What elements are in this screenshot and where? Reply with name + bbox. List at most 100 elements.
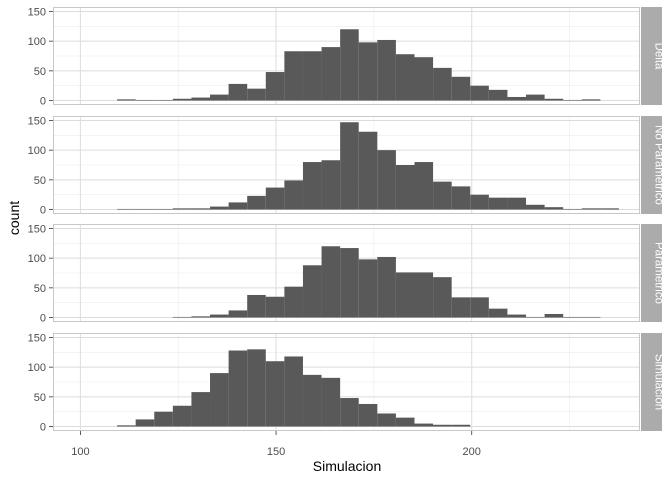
histogram-bar [414,423,434,427]
histogram-bar [172,405,192,427]
axis-layer: 100 150 200 [71,431,481,458]
facet-panel-delta: 0 50 100 150 Delta [28,6,665,107]
histogram-bar [526,94,545,101]
facet-panel-parametrico: 0 50 100 150 Parametrico [28,223,665,324]
histogram-bar [488,308,508,318]
panel-border [53,333,640,431]
histogram-bar [581,316,601,318]
histogram-bar [377,150,396,210]
histogram-bar [302,374,322,427]
x-tick-label: 150 [267,446,285,458]
facet-strip-label: Simulacion [653,354,665,410]
y-tick-label: 0 [40,205,46,217]
histogram-bar [581,99,601,101]
histogram-bar [395,54,415,101]
histogram-bar [433,277,452,318]
facet-strip-label: No Parametrico [653,125,665,205]
histogram-bar [154,99,173,101]
histogram-bar [117,99,136,101]
histogram-bar [470,194,489,210]
histogram-bar [563,99,582,101]
histogram-bar [247,294,266,318]
histogram-bar [433,424,452,427]
histogram-bar [358,131,378,210]
y-tick-label: 150 [28,6,46,18]
y-tick-label: 100 [28,145,46,157]
histogram-bar [507,96,527,101]
facet-strip-label: Delta [653,43,665,70]
histogram-bar [191,316,211,318]
histogram-bar [154,208,173,210]
histogram-bar [470,297,489,318]
y-tick-label: 0 [40,422,46,434]
facet-strip [641,333,662,431]
histogram-bar [284,356,303,427]
y-tick-label: 50 [34,392,46,404]
histogram-bar [172,316,192,318]
y-tick-label: 150 [28,223,46,235]
y-axis-title: count [6,201,22,235]
y-tick-label: 150 [28,115,46,127]
histogram-bar [544,98,564,101]
histogram-bar [172,98,192,101]
y-tick-label: 100 [28,253,46,265]
histogram-bar [321,377,341,427]
y-tick-label: 50 [34,283,46,295]
histogram-bar [358,403,378,427]
histogram-bar [302,162,322,210]
x-axis-title: Simulacion [313,458,381,474]
histogram-bar [228,202,248,210]
histogram-bar [228,350,248,427]
y-tick-label: 100 [28,36,46,48]
histogram-bar [395,417,415,427]
histogram-bar [302,51,322,101]
histogram-bar [395,272,415,318]
histogram-bar [284,286,303,318]
histogram-bar [377,413,396,427]
histogram-bar [395,165,415,210]
histogram-bar [247,88,266,101]
facet-strip [641,7,662,105]
histogram-bar [507,314,527,318]
histogram-bar [247,195,266,210]
y-tick-label: 0 [40,96,46,108]
y-tick-label: 50 [34,175,46,187]
histogram-bar [600,208,619,210]
histogram-bar [377,39,396,101]
facet-panel-no-parametrico: 0 50 100 150 No Parametrico [28,115,665,216]
histogram-bar [228,310,248,318]
y-tick-label: 150 [28,332,46,344]
histogram-bar [210,314,229,318]
histogram-bar [247,349,266,427]
histogram-bar [526,316,545,318]
histogram-bar [526,204,545,210]
histogram-bar [135,419,155,427]
y-tick-label: 0 [40,313,46,325]
histogram-bar [340,398,359,427]
histogram-bar [210,94,229,101]
histogram-bar [451,186,471,210]
histogram-bar [210,373,229,427]
histogram-bar [377,256,396,318]
histogram-bar [340,29,359,101]
histogram-bar [433,181,452,210]
histogram-bar [302,265,322,318]
histogram-bar [563,208,582,210]
histogram-bar [265,361,285,427]
histogram-bar [321,246,341,318]
facet-strip [641,116,662,214]
histogram-bar [191,97,211,101]
histogram-bar [451,76,471,101]
histogram-bar [451,424,471,427]
y-tick-label: 50 [34,66,46,78]
histogram-bar [488,197,508,210]
histogram-bar [470,85,489,101]
histogram-bar [340,248,359,318]
histogram-bar [544,313,564,318]
histogram-bar [284,51,303,101]
panels-layer: 0 50 100 150 Delta 0 50 100 150 No Parametrico 0 50… [28,6,665,433]
histogram-bar [507,197,527,210]
facet-strip-label: Parametrico [653,242,665,304]
histogram-bar [135,208,155,210]
histogram-bar [581,208,601,210]
